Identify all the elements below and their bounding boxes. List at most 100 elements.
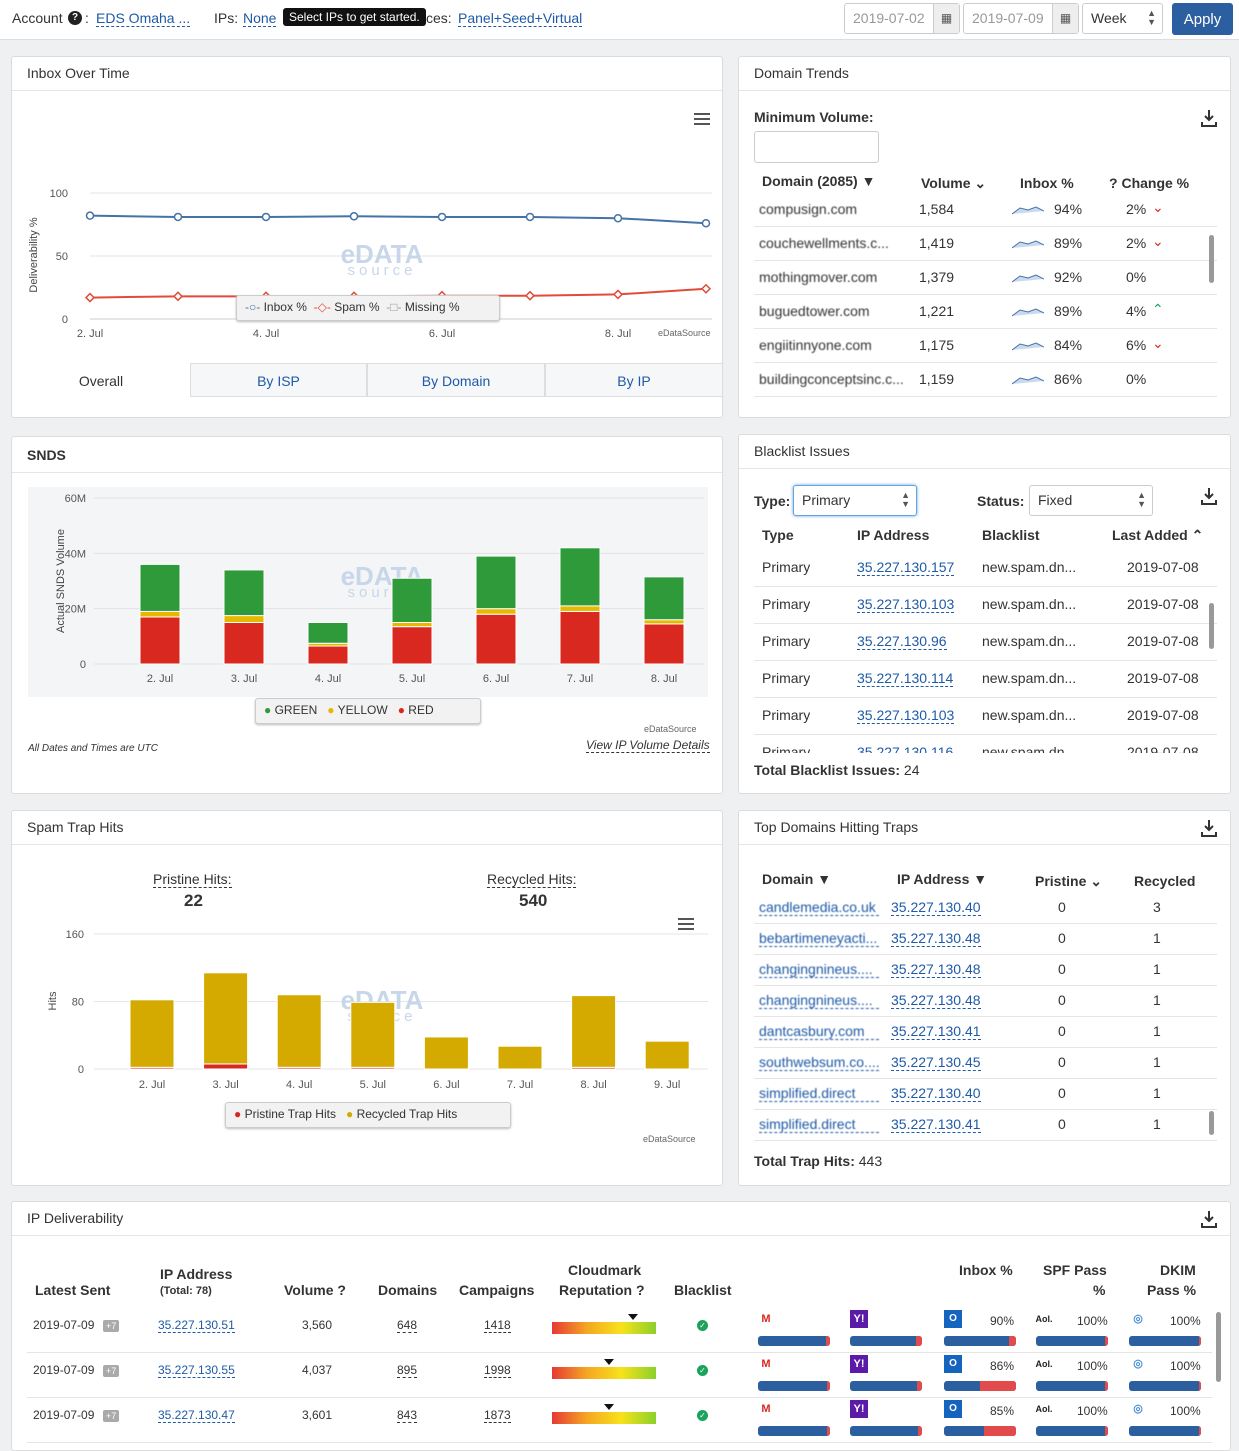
ip-link[interactable]: 35.227.130.55 <box>158 1363 235 1378</box>
pristine-hits-label[interactable]: Pristine Hits: <box>153 871 232 888</box>
legend-recycled[interactable]: Recycled Trap Hits <box>356 1107 458 1121</box>
ip-link[interactable]: 35.227.130.40 <box>891 1085 981 1102</box>
ip-link[interactable]: 35.227.130.103 <box>857 596 955 613</box>
col-ip[interactable]: IP Address <box>857 527 930 543</box>
col-inbox[interactable]: Inbox % <box>959 1262 1013 1278</box>
ips-select[interactable]: None <box>243 10 277 27</box>
scrollbar[interactable] <box>1216 1312 1221 1382</box>
help-icon[interactable]: ? <box>68 11 82 25</box>
col-blacklist[interactable]: Blacklist <box>982 527 1040 543</box>
status-select[interactable]: Fixed ▲ ▼ <box>1029 485 1153 516</box>
calendar-icon[interactable]: ▦ <box>1052 4 1078 33</box>
legend-spam[interactable]: Spam % <box>334 300 380 314</box>
col-ip[interactable]: IP Address ▼ <box>897 871 988 887</box>
col-dkim[interactable]: DKIM <box>1160 1262 1196 1278</box>
domains-link[interactable]: 648 <box>397 1318 418 1333</box>
recycled-hits-label[interactable]: Recycled Hits: <box>487 871 577 888</box>
domain-link[interactable]: southwebsum.co.... <box>759 1054 879 1071</box>
col-domains[interactable]: Domains <box>378 1282 438 1298</box>
col-volume[interactable]: Volume ⌄ <box>921 175 987 191</box>
col-cloudmark[interactable]: Cloudmark <box>568 1262 642 1278</box>
pristine-cell: 0 <box>1058 930 1066 946</box>
campaigns-link[interactable]: 1998 <box>484 1363 511 1378</box>
check-icon: ✓ <box>697 1365 708 1376</box>
col-type[interactable]: Type <box>762 527 794 543</box>
col-spf[interactable]: SPF Pass <box>1043 1262 1107 1278</box>
ip-link[interactable]: 35.227.130.48 <box>891 930 981 947</box>
col-change[interactable]: ? Change % <box>1109 175 1190 191</box>
scrollbar[interactable] <box>1209 235 1214 283</box>
domain-link[interactable]: simplified.direct <box>759 1085 879 1102</box>
domain-link[interactable]: simplified.direct <box>759 1116 879 1133</box>
aol-icon: Aol. <box>1035 1314 1053 1324</box>
legend-inbox[interactable]: Inbox % <box>263 300 307 314</box>
domain-link[interactable]: changingnineus.... <box>759 961 879 978</box>
date-from-input[interactable]: 2019-07-02 ▦ <box>844 3 960 34</box>
ip-link[interactable]: 35.227.130.41 <box>891 1116 981 1133</box>
download-icon[interactable] <box>1201 1210 1217 1228</box>
calendar-icon[interactable]: ▦ <box>933 4 959 33</box>
chart-menu-icon[interactable] <box>694 113 710 125</box>
sparkline <box>1012 342 1044 351</box>
tab-by-domain[interactable]: By Domain <box>367 363 545 397</box>
domain-link[interactable]: changingnineus.... <box>759 992 879 1009</box>
col-campaigns[interactable]: Campaigns <box>459 1282 535 1298</box>
legend-yellow[interactable]: YELLOW <box>337 703 388 717</box>
chart-menu-icon[interactable] <box>678 918 694 930</box>
date-to-input[interactable]: 2019-07-09 ▦ <box>963 3 1079 34</box>
campaigns-link[interactable]: 1418 <box>484 1318 511 1333</box>
col-blacklist[interactable]: Blacklist <box>674 1282 732 1298</box>
legend-missing[interactable]: Missing % <box>404 300 460 314</box>
ip-link[interactable]: 35.227.130.48 <box>891 992 981 1009</box>
legend-green[interactable]: GREEN <box>274 703 318 717</box>
col-recycled[interactable]: Recycled <box>1134 873 1196 889</box>
sources-select[interactable]: Panel+Seed+Virtual <box>458 10 583 27</box>
col-inbox[interactable]: Inbox % <box>1020 175 1074 191</box>
chart-legend: -○- Inbox % -◇- Spam % -□- Missing % <box>236 295 500 321</box>
ip-link[interactable]: 35.227.130.51 <box>158 1318 235 1333</box>
tab-overall[interactable]: Overall <box>12 363 190 397</box>
ip-link[interactable]: 35.227.130.157 <box>857 559 955 576</box>
domain-link[interactable]: dantcasbury.com <box>759 1023 879 1040</box>
tab-by-isp[interactable]: By ISP <box>190 363 367 397</box>
account-select[interactable]: EDS Omaha ... <box>96 10 191 27</box>
ip-link[interactable]: 35.227.130.116 <box>857 744 953 753</box>
table-row: buildingconceptsinc.c... 1,159 86% 0% <box>754 363 1217 397</box>
domain-link[interactable]: bebartimeneyacti... <box>759 930 879 947</box>
ip-volume-link[interactable]: View IP Volume Details <box>586 738 710 753</box>
scrollbar[interactable] <box>1209 1111 1214 1135</box>
col-volume[interactable]: Volume ? <box>284 1282 346 1298</box>
change-cell: 2% <box>1126 235 1147 251</box>
period-select[interactable]: Week ▲ ▼ <box>1082 3 1163 34</box>
ip-link[interactable]: 35.227.130.40 <box>891 899 981 916</box>
scrollbar[interactable] <box>1209 603 1214 649</box>
download-icon[interactable] <box>1201 819 1217 837</box>
domain-link[interactable]: candlemedia.co.uk <box>759 899 879 916</box>
col-last-added[interactable]: Last Added ⌃ <box>1112 527 1204 543</box>
col-latest-sent[interactable]: Latest Sent <box>35 1282 111 1298</box>
col-domain[interactable]: Domain (2085) ▼ <box>762 173 876 189</box>
col-reputation[interactable]: Reputation ? <box>559 1282 645 1298</box>
campaigns-link[interactable]: 1873 <box>484 1408 511 1423</box>
legend-red[interactable]: RED <box>408 703 434 717</box>
domains-link[interactable]: 895 <box>397 1363 418 1378</box>
ip-link[interactable]: 35.227.130.103 <box>857 707 955 724</box>
ip-link[interactable]: 35.227.130.96 <box>857 633 947 650</box>
download-icon[interactable] <box>1201 109 1217 127</box>
legend-pristine[interactable]: Pristine Trap Hits <box>244 1107 336 1121</box>
bar-yellow <box>475 608 517 615</box>
tab-by-ip[interactable]: By IP <box>545 363 723 397</box>
download-icon[interactable] <box>1201 487 1217 505</box>
col-domain[interactable]: Domain ▼ <box>762 871 832 887</box>
col-pristine[interactable]: Pristine ⌄ <box>1035 873 1102 889</box>
ip-link[interactable]: 35.227.130.45 <box>891 1054 981 1071</box>
apply-button[interactable]: Apply <box>1172 3 1233 35</box>
type-select[interactable]: Primary ▲ ▼ <box>793 485 917 516</box>
col-ip[interactable]: IP Address <box>160 1266 233 1282</box>
min-volume-input[interactable] <box>754 131 879 163</box>
ip-link[interactable]: 35.227.130.114 <box>857 670 954 687</box>
ip-link[interactable]: 35.227.130.48 <box>891 961 981 978</box>
domains-link[interactable]: 843 <box>397 1408 418 1423</box>
ip-link[interactable]: 35.227.130.41 <box>891 1023 981 1040</box>
ip-link[interactable]: 35.227.130.47 <box>158 1408 235 1423</box>
